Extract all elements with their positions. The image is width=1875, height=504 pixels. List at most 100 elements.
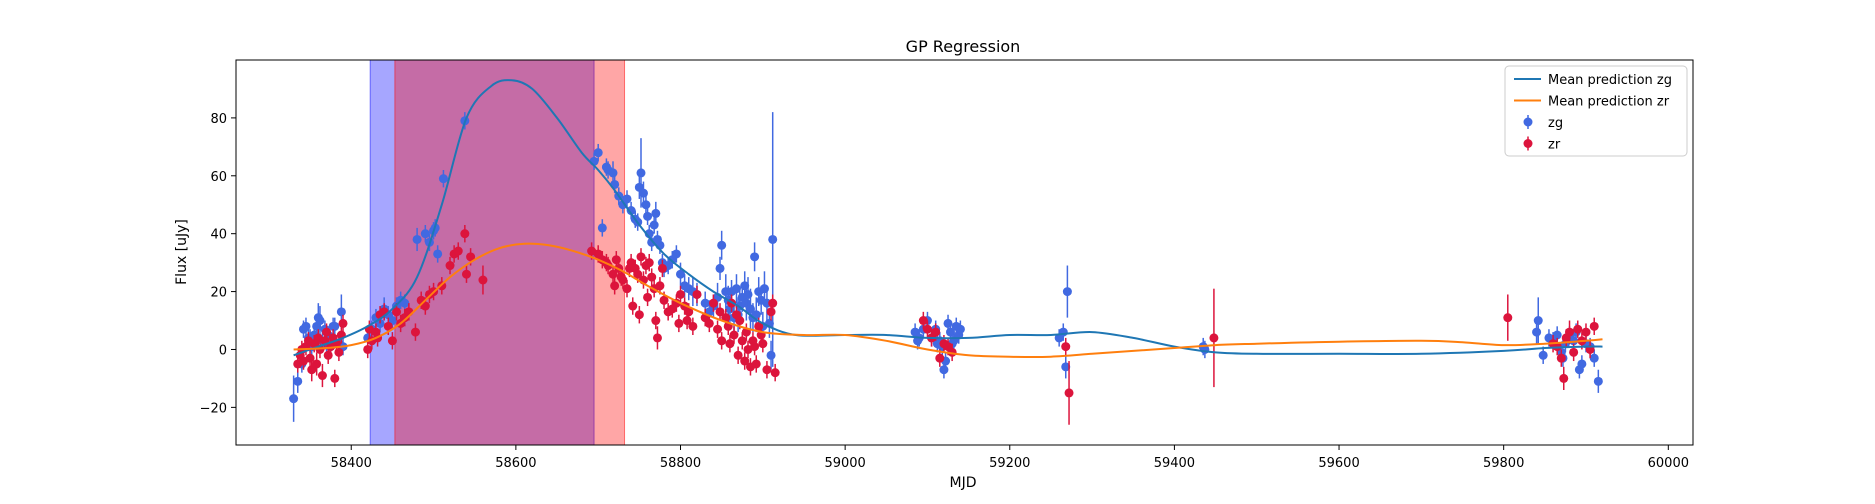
legend-box — [1504, 65, 1688, 157]
data-point-zg — [1593, 376, 1603, 386]
data-point-zr — [751, 359, 761, 369]
data-point-zg — [651, 208, 661, 218]
data-point-zg — [597, 223, 607, 233]
data-point-zr — [918, 316, 928, 326]
data-point-zr — [704, 318, 714, 328]
data-point-zr — [322, 327, 332, 337]
data-point-zr — [1209, 333, 1219, 343]
x-tick-label: 59400 — [1154, 456, 1195, 471]
data-point-zr — [628, 301, 638, 311]
data-point-zr — [766, 307, 776, 317]
data-point-zg — [1589, 353, 1599, 363]
data-point-zr — [338, 318, 348, 328]
data-point-zr — [725, 339, 735, 349]
data-point-zr — [674, 318, 684, 328]
data-point-zr — [935, 353, 945, 363]
axes-frame — [235, 59, 1694, 446]
data-point-zg — [676, 269, 686, 279]
data-point-zr — [1503, 313, 1513, 323]
x-tick-label: 60000 — [1648, 456, 1689, 471]
data-point-zr — [1556, 353, 1566, 363]
data-point-zr — [659, 295, 669, 305]
data-point-zr — [363, 344, 373, 354]
data-point-zr — [387, 336, 397, 346]
data-point-zg — [336, 307, 346, 317]
data-point-zr — [1559, 373, 1569, 383]
data-point-zg — [593, 148, 603, 158]
data-point-zr — [643, 292, 653, 302]
legend: Mean prediction zg Mean prediction zr zg zr — [1504, 65, 1688, 157]
y-tick-label: 40 — [210, 228, 227, 243]
x-tick-label: 59600 — [1318, 456, 1359, 471]
data-point-zr — [768, 298, 778, 308]
data-point-zr — [657, 263, 667, 273]
data-point-zg — [438, 174, 448, 184]
data-point-zr — [392, 307, 402, 317]
data-point-zg — [766, 350, 776, 360]
data-point-zr — [931, 327, 941, 337]
data-point-zr — [610, 281, 620, 291]
x-tick-label: 58800 — [660, 456, 701, 471]
data-point-zg — [768, 234, 778, 244]
data-point-zr — [478, 275, 488, 285]
x-tick-label: 59800 — [1483, 456, 1524, 471]
chart-title: GP Regression — [906, 37, 1021, 56]
data-point-zr — [750, 342, 760, 352]
data-point-zg — [420, 229, 430, 239]
y-axis-label: Flux [uJy] — [174, 219, 190, 285]
data-point-zr — [740, 356, 750, 366]
data-point-zr — [758, 339, 768, 349]
data-point-zr — [1569, 347, 1579, 357]
data-point-zr — [647, 272, 657, 282]
data-point-zr — [644, 258, 654, 268]
data-point-zg — [626, 206, 636, 216]
data-point-zr — [729, 330, 739, 340]
data-point-zr — [317, 371, 327, 381]
data-point-zg — [1061, 362, 1071, 372]
data-point-zr — [708, 298, 718, 308]
data-point-zg — [946, 327, 956, 337]
data-point-zg — [641, 200, 651, 210]
data-point-zg — [315, 316, 325, 326]
legend-label-zr: zr — [1548, 138, 1561, 153]
y-tick-label: −20 — [200, 401, 227, 416]
data-point-zr — [410, 327, 420, 337]
plot-content — [289, 60, 1603, 445]
line-mean-prediction-zr — [293, 242, 1603, 358]
data-point-zg — [1533, 316, 1543, 326]
data-point-zr — [622, 284, 632, 294]
shaded-region-1 — [370, 60, 595, 445]
data-point-zr — [460, 229, 470, 239]
data-point-zg — [1532, 327, 1542, 337]
data-point-zr — [713, 324, 723, 334]
data-point-zr — [770, 368, 780, 378]
data-point-zr — [762, 365, 772, 375]
shaded-region-2 — [394, 60, 625, 445]
data-point-zg — [939, 365, 949, 375]
data-point-zr — [692, 289, 702, 299]
data-point-zg — [1538, 350, 1548, 360]
data-point-zr — [608, 269, 618, 279]
data-point-zg — [301, 321, 311, 331]
data-point-zr — [466, 252, 476, 262]
data-point-zg — [649, 220, 659, 230]
data-point-zg — [643, 211, 653, 221]
data-point-zr — [445, 261, 455, 271]
data-point-zg — [700, 298, 710, 308]
legend-label-mean-prediction-zr: Mean prediction zr — [1548, 95, 1670, 110]
y-tick-label: 20 — [210, 286, 227, 301]
data-point-zg — [750, 252, 760, 262]
data-point-zg — [289, 394, 299, 404]
legend-swatch-zr — [1523, 139, 1533, 148]
data-point-zr — [717, 336, 727, 346]
legend-label-zg: zg — [1548, 116, 1563, 131]
x-axis: 58400 58600 58800 59000 59200 59400 59600 59800… — [331, 445, 1689, 471]
data-point-zr — [383, 321, 393, 331]
data-point-zr — [1565, 327, 1575, 337]
data-point-zr — [634, 310, 644, 320]
data-point-zg — [608, 168, 618, 178]
data-point-zg — [671, 249, 681, 259]
data-point-zr — [334, 347, 344, 357]
series-zr — [293, 225, 1599, 425]
